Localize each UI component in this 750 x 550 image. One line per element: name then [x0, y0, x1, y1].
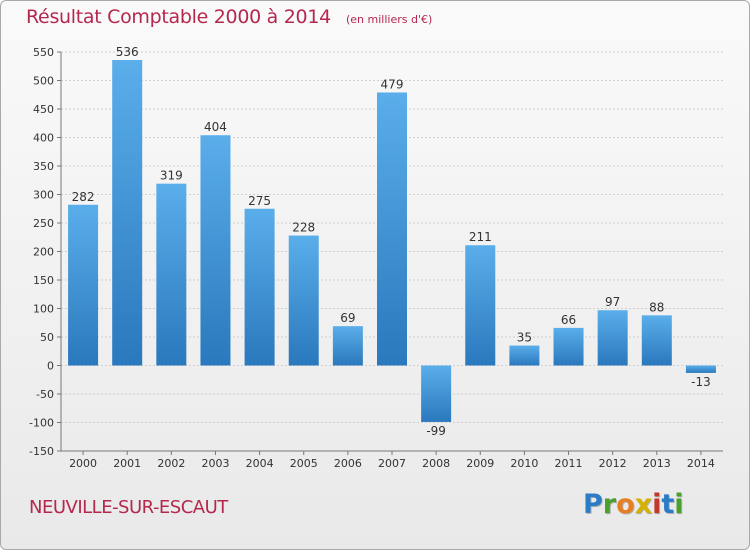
x-tick-label: 2005: [290, 457, 318, 470]
bar: [685, 365, 716, 373]
y-tick-label: 400: [33, 132, 54, 145]
data-label: 319: [160, 169, 183, 183]
logo-letter: o: [616, 489, 635, 520]
data-label: 228: [292, 221, 315, 235]
y-tick-label: 300: [33, 189, 54, 202]
data-label: 66: [561, 313, 576, 327]
logo-letter: r: [602, 489, 617, 520]
bar: [288, 235, 319, 366]
x-tick-label: 2004: [246, 457, 274, 470]
y-tick-label: -150: [29, 445, 54, 458]
x-tick-label: 2011: [555, 457, 583, 470]
y-tick-label: 50: [40, 331, 54, 344]
bar: [421, 365, 452, 422]
bar: [377, 92, 407, 366]
data-label: -13: [691, 375, 711, 389]
chart-title-block: Résultat Comptable 2000 à 2014 (en milli…: [26, 6, 432, 28]
x-tick-label: 2009: [466, 457, 494, 470]
logo-letter: x: [634, 489, 653, 520]
x-tick-label: 2001: [113, 457, 141, 470]
x-tick-label: 2002: [157, 457, 185, 470]
city-name: NEUVILLE-SUR-ESCAUT: [29, 497, 228, 518]
bar: [332, 326, 363, 366]
x-tick-label: 2012: [599, 457, 627, 470]
data-label: 88: [649, 300, 664, 314]
y-tick-label: 150: [33, 274, 54, 287]
logo-letter: P: [583, 489, 603, 520]
y-tick-label: 500: [33, 75, 54, 88]
bar: [465, 245, 496, 366]
y-tick-label: 200: [33, 246, 54, 259]
bar: [156, 183, 187, 366]
y-tick-label: -100: [29, 417, 54, 430]
proxiti-logo[interactable]: Proxiti: [583, 489, 684, 520]
bar: [200, 135, 231, 366]
x-tick-label: 2008: [422, 457, 450, 470]
bar: [509, 345, 540, 366]
y-tick-label: 250: [33, 217, 54, 230]
data-label: 404: [204, 120, 227, 134]
x-tick-label: 2006: [334, 457, 362, 470]
data-label: 536: [116, 45, 139, 59]
x-tick-label: 2013: [643, 457, 671, 470]
data-label: 35: [517, 331, 532, 345]
x-tick-label: 2010: [510, 457, 538, 470]
data-label: 479: [381, 77, 404, 91]
chart-subtitle: (en milliers d'€): [345, 13, 433, 26]
x-tick-label: 2000: [69, 457, 97, 470]
bar: [641, 315, 672, 366]
data-label: 97: [605, 295, 620, 309]
bar: [68, 204, 99, 366]
y-tick-label: -50: [36, 388, 54, 401]
data-label: 211: [469, 230, 492, 244]
logo-letter: i: [652, 489, 662, 520]
x-tick-label: 2014: [687, 457, 715, 470]
bar: [553, 327, 584, 366]
x-tick-label: 2003: [201, 457, 229, 470]
y-tick-label: 0: [47, 360, 54, 373]
data-label: 69: [340, 311, 355, 325]
data-label: 282: [72, 190, 95, 204]
chart-title: Résultat Comptable 2000 à 2014: [26, 6, 331, 28]
y-tick-label: 100: [33, 303, 54, 316]
y-tick-label: 550: [33, 46, 54, 59]
logo-letter: t: [661, 489, 675, 520]
y-tick-label: 450: [33, 103, 54, 116]
logo-letter: i: [674, 489, 684, 520]
bar: [112, 59, 143, 366]
data-label: -99: [426, 424, 446, 438]
y-tick-label: 350: [33, 160, 54, 173]
bar: [597, 310, 628, 366]
data-label: 275: [248, 194, 271, 208]
bar: [244, 208, 275, 366]
x-tick-label: 2007: [378, 457, 406, 470]
